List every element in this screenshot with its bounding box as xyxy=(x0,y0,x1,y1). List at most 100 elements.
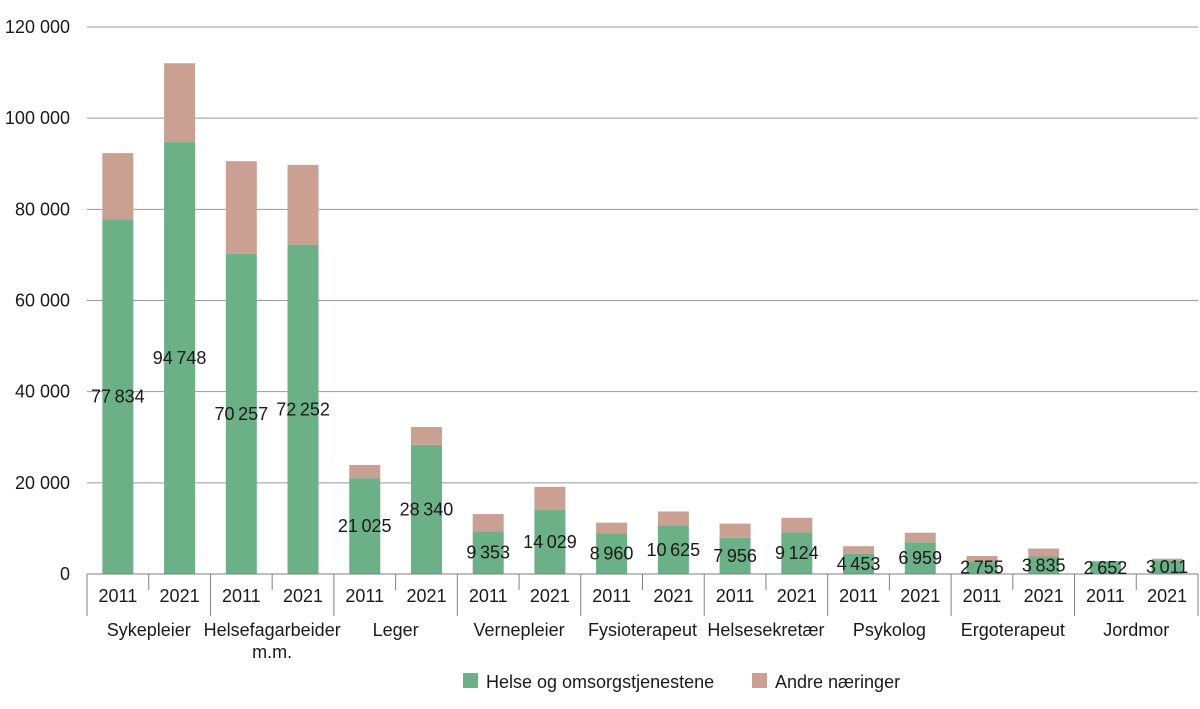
bar-helse xyxy=(349,478,381,574)
y-tick-label: 100 000 xyxy=(5,108,70,128)
x-year-label: 2021 xyxy=(406,586,446,606)
bar-andre xyxy=(657,511,689,526)
data-label: 3 835 xyxy=(1022,555,1066,575)
legend: Helse og omsorgstjenestene Andre næringer xyxy=(463,672,900,692)
x-year-label: 2011 xyxy=(716,586,755,606)
bar-helse xyxy=(1089,561,1121,574)
x-category-label: Helsefagarbeider xyxy=(204,620,341,640)
bar-andre xyxy=(781,517,813,533)
bar-andre xyxy=(1028,548,1060,557)
x-year-label: 2021 xyxy=(160,586,200,606)
legend-label: Andre næringer xyxy=(775,672,900,692)
data-label: 21 025 xyxy=(338,516,392,536)
x-category-label: Psykolog xyxy=(853,620,926,640)
bar-andre xyxy=(102,153,134,220)
x-year-label: 2011 xyxy=(345,586,384,606)
x-year-label: 2011 xyxy=(1086,586,1125,606)
bar-helse xyxy=(966,561,998,574)
bar-helse xyxy=(719,537,751,574)
x-category-label: Vernepleier xyxy=(474,620,565,640)
x-category-label: Fysioterapeut xyxy=(588,620,697,640)
bar-andre xyxy=(164,63,196,143)
gridlines xyxy=(87,26,1198,484)
bar-andre xyxy=(843,546,875,554)
data-label: 14 029 xyxy=(523,532,577,552)
data-label: 2 652 xyxy=(1084,558,1128,578)
bar-helse xyxy=(1151,560,1183,574)
bar-andre xyxy=(349,464,381,479)
y-tick-label: 0 xyxy=(60,564,70,584)
data-label: 3 011 xyxy=(1146,557,1188,577)
data-label: 9 353 xyxy=(466,543,510,563)
bar-helse xyxy=(410,444,442,574)
bar-andre xyxy=(410,427,442,445)
legend-label: Helse og omsorgstjenestene xyxy=(486,672,714,692)
x-category-label: Ergoterapeut xyxy=(961,620,1065,640)
data-label: 28 340 xyxy=(400,499,454,519)
bar-andre xyxy=(1089,560,1121,562)
bars xyxy=(102,63,1183,575)
x-year-label: 2021 xyxy=(283,586,323,606)
bar-andre xyxy=(966,555,998,562)
bar-helse xyxy=(534,510,566,574)
bar-helse xyxy=(102,219,134,575)
data-label: 7 956 xyxy=(713,546,757,566)
bar-helse xyxy=(596,533,628,574)
data-label: 70 257 xyxy=(214,404,268,424)
bar-andre xyxy=(1151,558,1183,561)
x-year-label: 2011 xyxy=(839,586,878,606)
x-year-label: 2011 xyxy=(469,586,508,606)
legend-swatch xyxy=(463,673,478,688)
x-year-label: 2021 xyxy=(653,586,693,606)
data-label: 2 755 xyxy=(960,558,1004,578)
data-label: 6 959 xyxy=(898,548,942,568)
x-year-label: 2011 xyxy=(99,586,138,606)
bar-andre xyxy=(904,532,936,543)
data-label: 4 453 xyxy=(837,554,881,574)
bar-helse xyxy=(164,142,196,574)
bar-andre xyxy=(472,514,504,532)
data-label: 10 625 xyxy=(647,540,701,560)
data-label: 77 834 xyxy=(91,387,145,407)
data-label: 9 124 xyxy=(775,543,819,563)
x-category-label: Jordmor xyxy=(1103,620,1169,640)
x-year-label: 2021 xyxy=(777,586,817,606)
bar-helse xyxy=(904,542,936,574)
x-year-label: 2021 xyxy=(530,586,570,606)
x-year-label: 2011 xyxy=(592,586,631,606)
x-year-label: 2011 xyxy=(963,586,1002,606)
x-year-label: 2021 xyxy=(1024,586,1064,606)
y-tick-label: 20 000 xyxy=(15,473,70,493)
value-labels: 77 834 94 748 70 257 72 252 21 025 28 340 9 35… xyxy=(91,348,1188,578)
bar-helse xyxy=(287,244,319,574)
x-year-label: 2011 xyxy=(222,586,261,606)
x-category-label: Leger xyxy=(373,620,419,640)
data-label: 94 748 xyxy=(153,348,207,368)
y-tick-label: 40 000 xyxy=(15,382,70,402)
bar-helse xyxy=(657,525,689,574)
x-category-label: m.m. xyxy=(252,642,292,662)
bar-helse xyxy=(781,532,813,574)
x-year-label: 2021 xyxy=(900,586,940,606)
bar-andre xyxy=(225,161,257,254)
y-tick-label: 120 000 xyxy=(5,17,70,37)
data-label: 8 960 xyxy=(590,544,634,564)
bar-andre xyxy=(534,486,566,511)
x-category-label: Helsesekretær xyxy=(707,620,824,640)
data-label: 72 252 xyxy=(276,399,330,419)
y-tick-label: 80 000 xyxy=(15,199,70,219)
bar-andre xyxy=(287,164,319,245)
bar-helse xyxy=(472,531,504,574)
x-year-label: 2021 xyxy=(1147,586,1187,606)
y-axis: 0 20 000 40 000 60 000 80 000 100 000 120 000 xyxy=(5,17,70,584)
bar-helse xyxy=(843,553,875,574)
x-category-label: Sykepleier xyxy=(107,620,191,640)
bar-helse xyxy=(225,253,257,574)
bar-andre xyxy=(719,523,751,538)
bar-andre xyxy=(596,522,628,534)
bar-helse xyxy=(1028,556,1060,574)
legend-swatch xyxy=(752,673,767,688)
y-tick-label: 60 000 xyxy=(15,291,70,311)
